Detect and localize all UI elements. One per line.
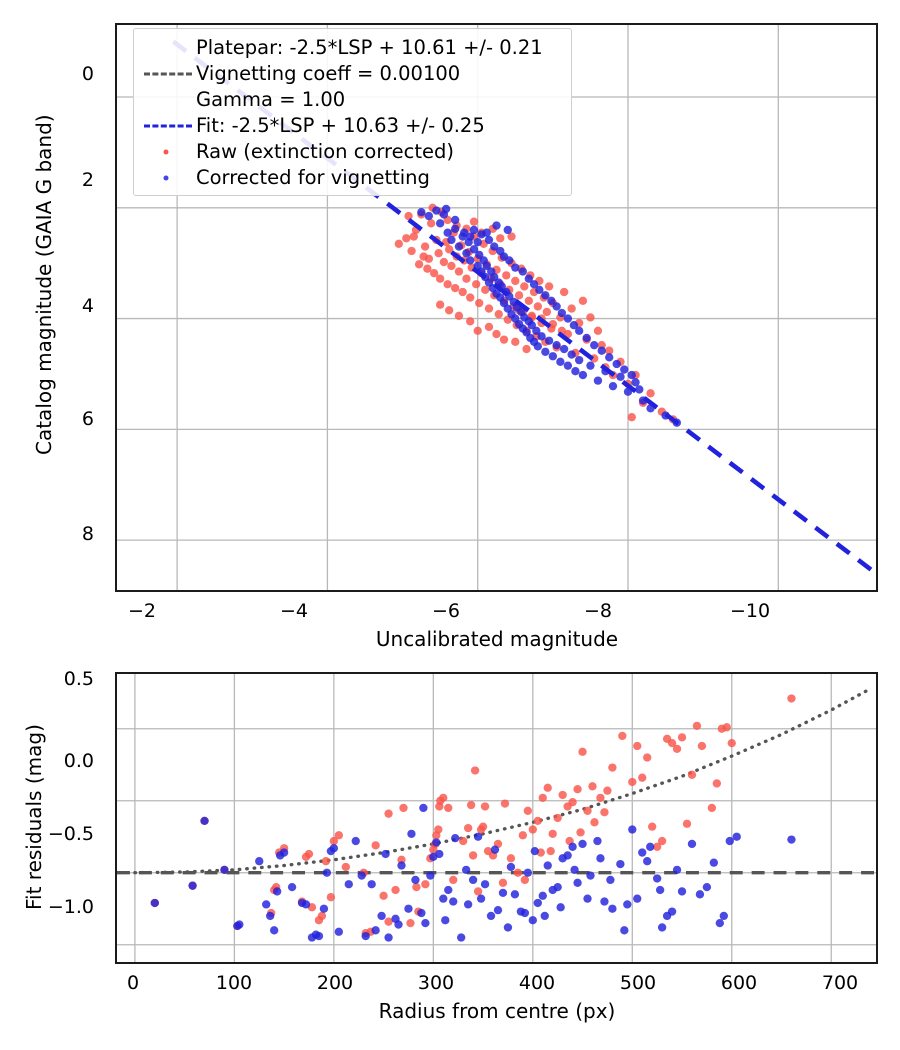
legend-key-gray-dashed xyxy=(140,61,196,87)
bot-yaxis-title: Fit residuals (mag) xyxy=(22,724,46,910)
top-xaxis-title: Uncalibrated magnitude xyxy=(375,627,619,651)
top-yaxis-title: Catalog magnitude (GAIA G band) xyxy=(32,114,56,455)
vignetting-model-curve xyxy=(133,686,873,875)
legend-label-gamma: Gamma = 1.00 xyxy=(196,88,346,111)
bot-ytick-m0p5: −0.5 xyxy=(47,823,94,845)
top-xtick--10: −10 xyxy=(729,600,771,622)
bot-xtick-600: 600 xyxy=(720,972,758,994)
bot-xtick-100: 100 xyxy=(215,972,253,994)
legend-label-raw: Raw (extinction corrected) xyxy=(196,140,454,163)
legend-label-corrected: Corrected for vignetting xyxy=(196,166,430,189)
legend-item-corrected: Corrected for vignetting xyxy=(140,165,563,191)
top-xtick--6: −6 xyxy=(431,600,461,622)
series-corrected xyxy=(417,204,682,427)
legend-item-gamma: Gamma = 1.00 xyxy=(140,87,563,113)
legend-item-platepar: Platepar: -2.5*LSP + 10.61 +/- 0.21 xyxy=(140,35,563,61)
top-ytick-2: 2 xyxy=(81,169,94,191)
legend-key-blue-dashed xyxy=(140,113,196,139)
legend-item-fit: Fit: -2.5*LSP + 10.63 +/- 0.25 xyxy=(140,113,563,139)
top-ytick-4: 4 xyxy=(81,295,94,317)
bot-ytick-0p5: 0.5 xyxy=(63,668,94,690)
top-ytick-8: 8 xyxy=(81,523,94,545)
legend-box: Platepar: -2.5*LSP + 10.61 +/- 0.21 Vign… xyxy=(133,28,572,196)
legend-key-blue-dot xyxy=(140,165,196,191)
legend-key-red-dot xyxy=(140,139,196,165)
bot-xtick-300: 300 xyxy=(417,972,455,994)
bot-xtick-400: 400 xyxy=(518,972,556,994)
grid-lines xyxy=(117,674,876,962)
top-xtick--8: −8 xyxy=(583,600,613,622)
top-ytick-0: 0 xyxy=(81,63,94,85)
legend-label-vignetting-coeff: Vignetting coeff = 0.00100 xyxy=(196,62,461,85)
bot-xaxis-title: Radius from centre (px) xyxy=(378,999,616,1023)
bot-xtick-700: 700 xyxy=(821,972,859,994)
residuals-plot-area xyxy=(117,674,876,962)
bot-ytick-m1p0: −1.0 xyxy=(47,896,94,918)
legend-item-raw: Raw (extinction corrected) xyxy=(140,139,563,165)
bot-xtick-0: 0 xyxy=(126,972,140,994)
series-corrected xyxy=(150,803,796,942)
fit-residuals-plot xyxy=(115,672,878,964)
bot-ytick-0p0: 0.0 xyxy=(63,750,94,772)
legend-label-platepar: Platepar: -2.5*LSP + 10.61 +/- 0.21 xyxy=(196,36,543,59)
legend-label-fit: Fit: -2.5*LSP + 10.63 +/- 0.25 xyxy=(196,114,485,137)
top-ytick-6: 6 xyxy=(81,408,94,430)
top-xtick--2: −2 xyxy=(127,600,157,622)
top-xtick--4: −4 xyxy=(279,600,309,622)
bot-xtick-200: 200 xyxy=(316,972,354,994)
series-raw xyxy=(150,694,796,938)
bot-xtick-500: 500 xyxy=(619,972,657,994)
legend-item-vignetting-coeff: Vignetting coeff = 0.00100 xyxy=(140,61,563,87)
